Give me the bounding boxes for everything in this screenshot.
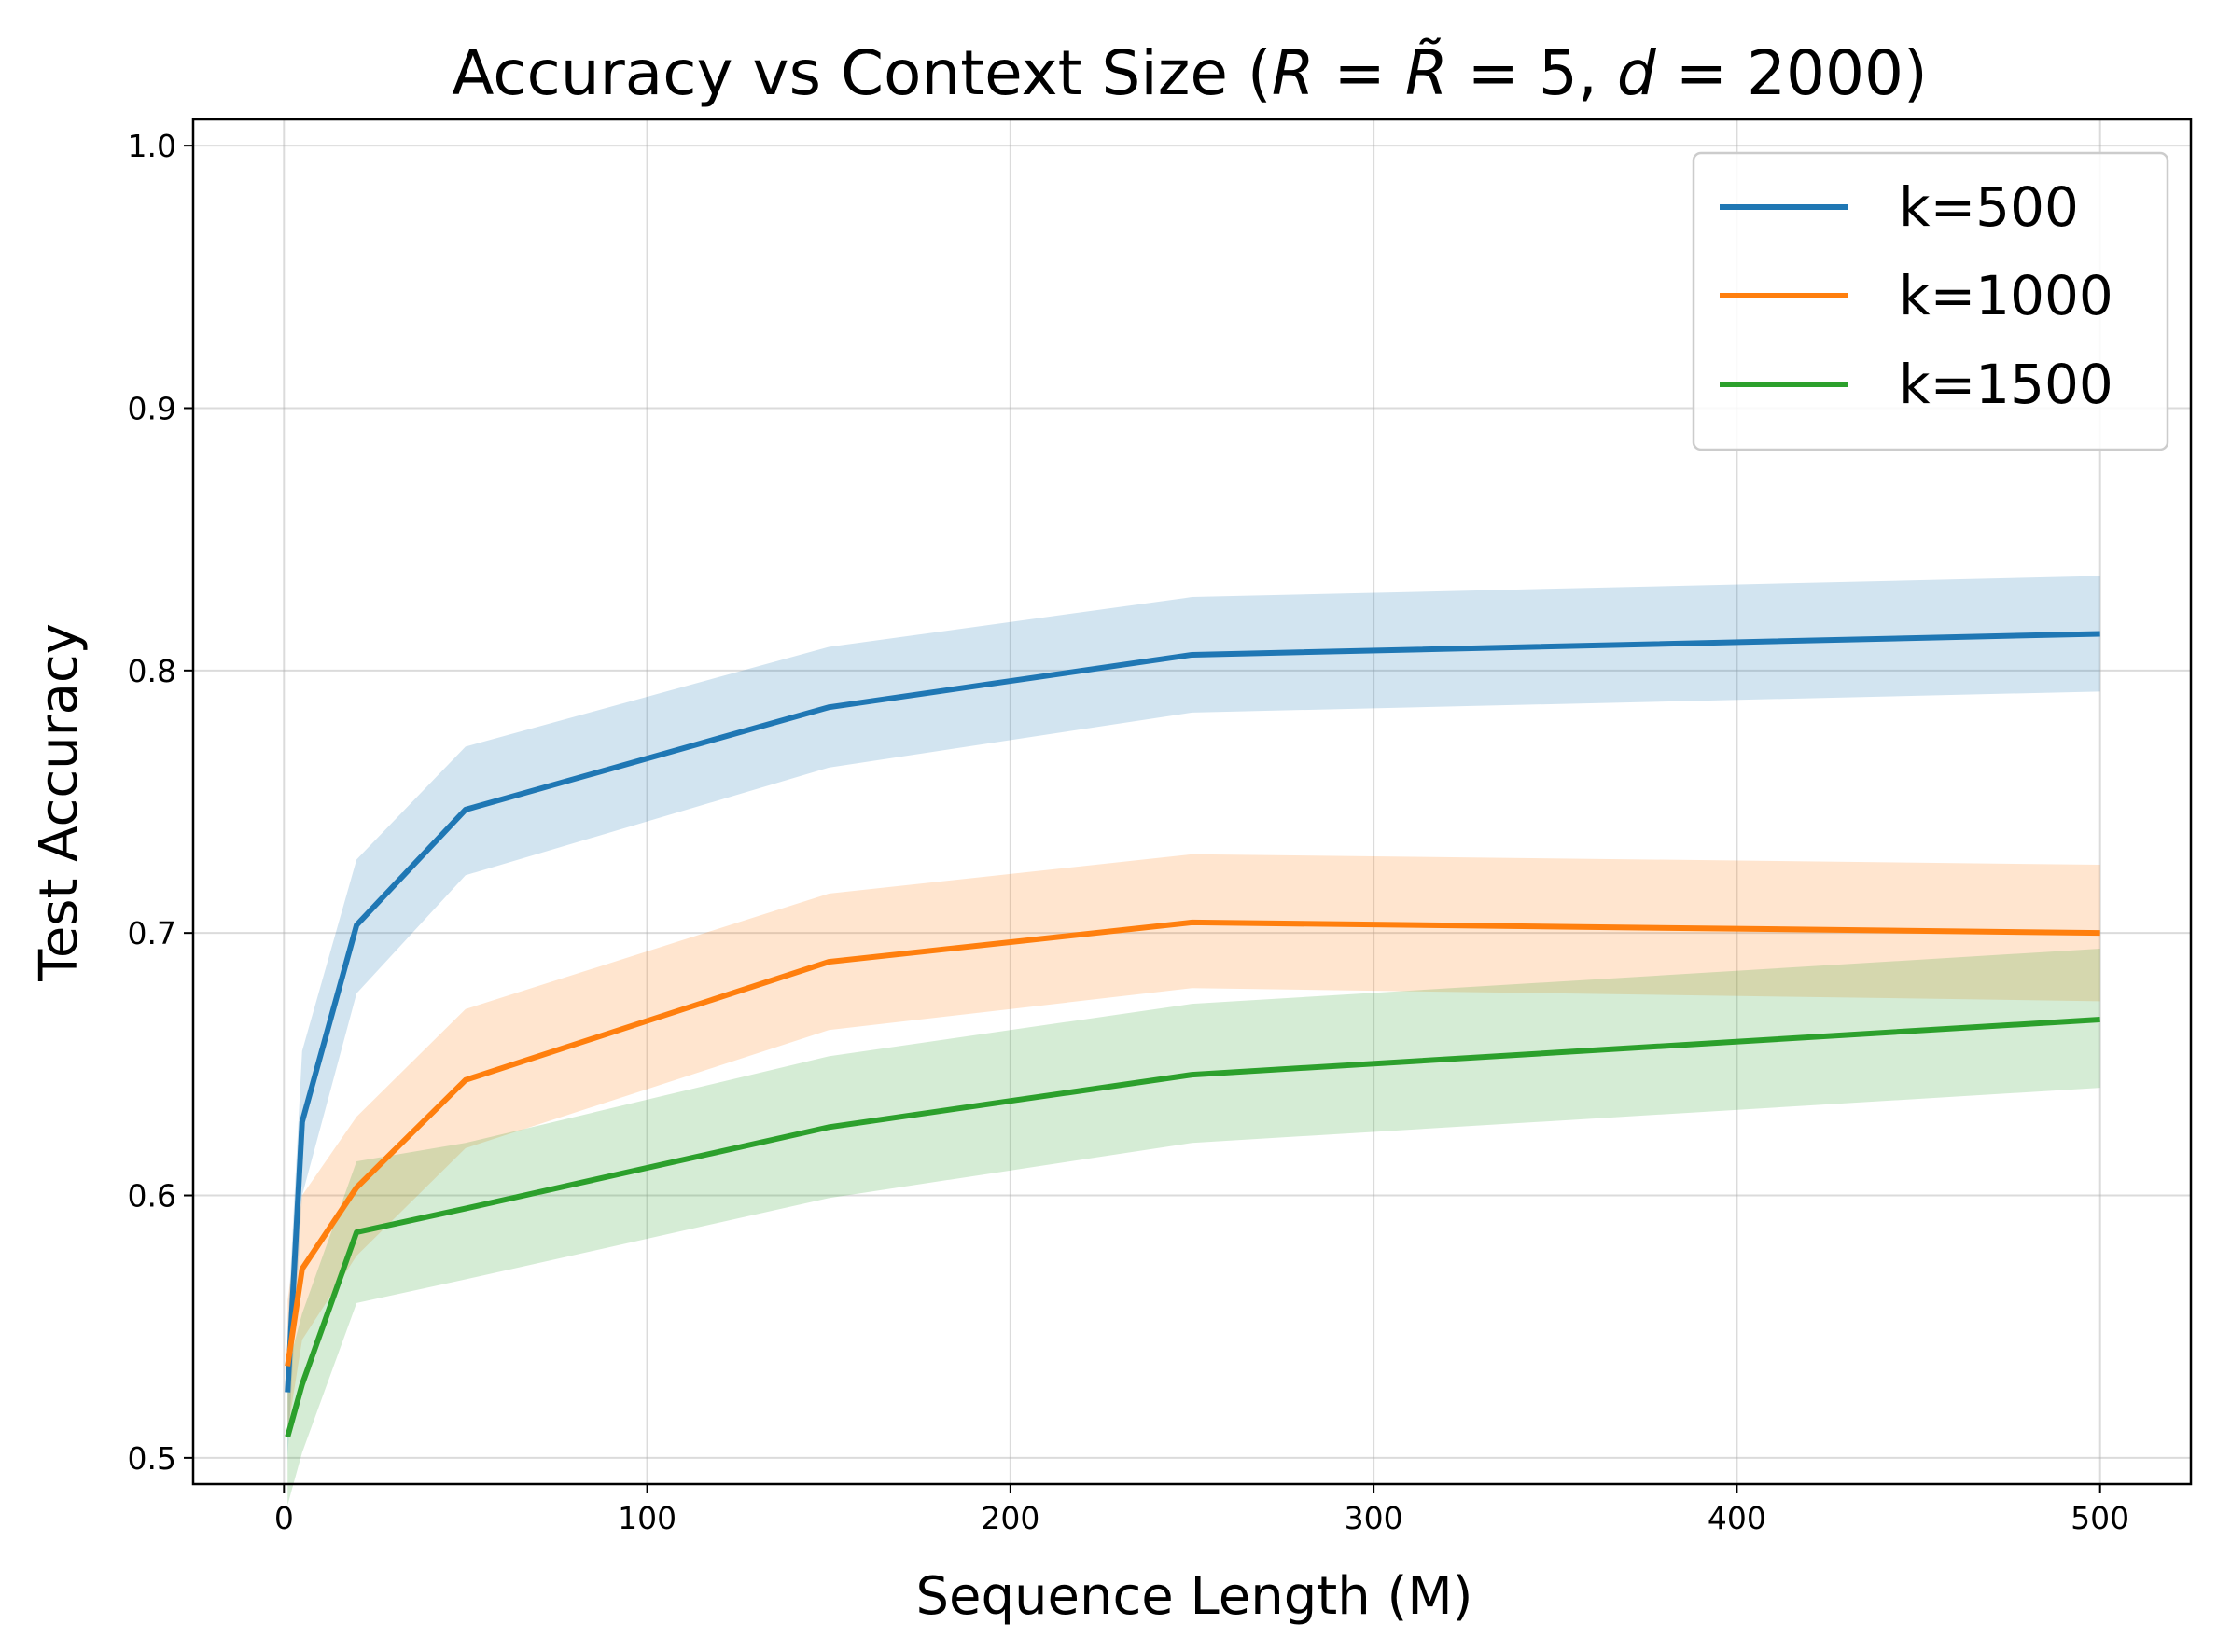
plot-frame: [191, 118, 2193, 1486]
series-line-k=500: [285, 631, 2100, 1393]
x-tick-label: 400: [1708, 1500, 1766, 1536]
title-part-2: =: [1315, 37, 1405, 109]
series-lines: [285, 631, 2100, 1438]
y-tick-label: 0.9: [128, 390, 176, 426]
series-line-k=1000: [285, 919, 2100, 1367]
x-axis-label: Sequence Length (M): [916, 1566, 1473, 1627]
y-axis-ticks: 0.5 0.6 0.7 0.8 0.9 1.0: [128, 128, 193, 1477]
chart-title: Accuracy vs Context Size (R = R̃ = 5, d …: [452, 37, 1928, 109]
confidence-band-k=1500: [287, 949, 2100, 1506]
x-tick-label: 100: [618, 1500, 676, 1536]
y-tick-label: 0.7: [128, 915, 176, 951]
legend-label-k=500: k=500: [1899, 175, 2079, 239]
series-line-k=1500: [285, 1017, 2100, 1438]
y-tick-label: 0.5: [128, 1440, 176, 1477]
y-tick-label: 1.0: [128, 128, 176, 164]
confidence-band-k=1000: [287, 854, 2100, 1432]
confidence-band-k=500: [287, 576, 2100, 1458]
title-part-0: Accuracy vs Context Size (: [452, 37, 1271, 109]
confidence-bands: [287, 576, 2100, 1506]
y-tick-label: 0.8: [128, 653, 176, 689]
title-part-4: = 5,: [1448, 37, 1617, 109]
legend-label-k=1000: k=1000: [1899, 264, 2113, 327]
x-tick-label: 0: [274, 1500, 294, 1536]
x-tick-label: 500: [2071, 1500, 2129, 1536]
title-part-1: R: [1272, 37, 1315, 109]
legend: k=500 k=1000 k=1500: [1692, 151, 2169, 451]
x-axis-ticks: 0 100 200 300 400 500: [274, 1484, 2129, 1536]
legend-box: [1692, 151, 2169, 451]
title-part-5: d: [1617, 37, 1657, 109]
x-tick-label: 200: [981, 1500, 1039, 1536]
title-part-6: = 2000): [1656, 37, 1928, 109]
y-axis-label: Test Accuracy: [29, 623, 90, 982]
y-tick-label: 0.6: [128, 1178, 176, 1215]
legend-label-k=1500: k=1500: [1899, 353, 2113, 416]
x-tick-label: 300: [1345, 1500, 1403, 1536]
title-part-3: R̃: [1405, 37, 1448, 109]
